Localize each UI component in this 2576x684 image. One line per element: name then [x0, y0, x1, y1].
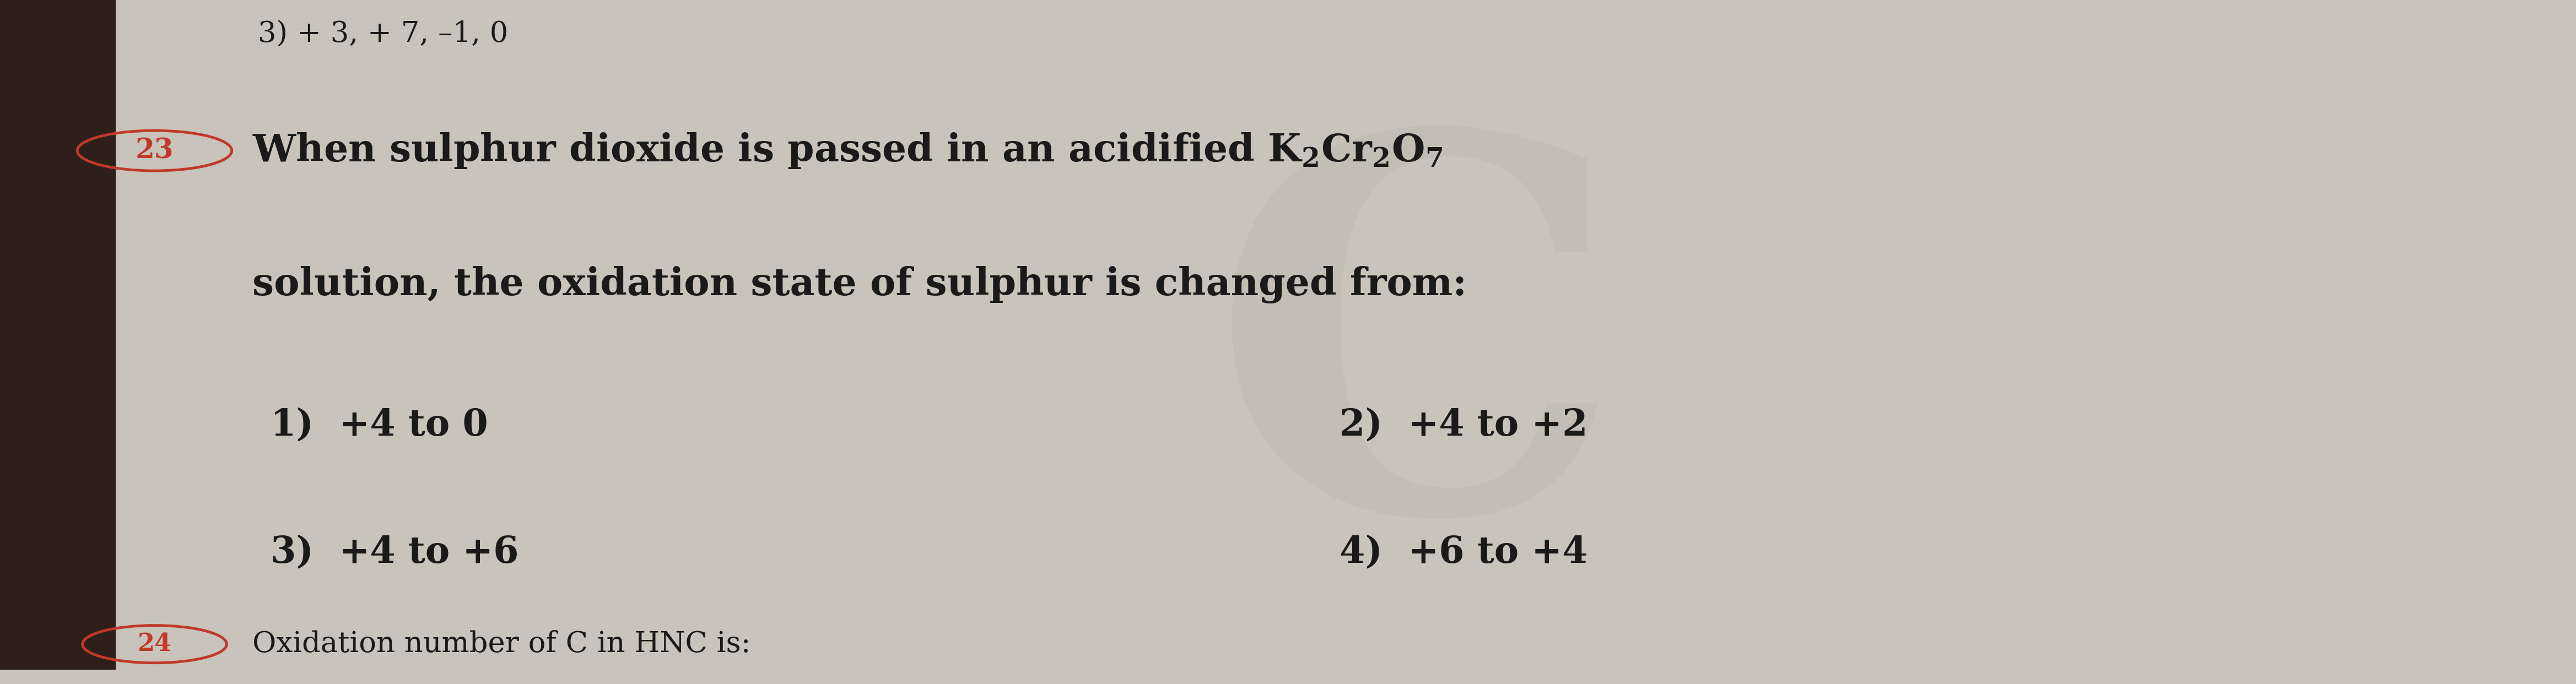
- Text: Oxidation number of C in HNC is:: Oxidation number of C in HNC is:: [252, 630, 750, 658]
- Text: 24: 24: [137, 632, 173, 656]
- Text: 3) + 3, + 7, –1, 0: 3) + 3, + 7, –1, 0: [258, 20, 507, 48]
- Text: When sulphur dioxide is passed in an acidified $\mathregular{K_2Cr_2O_7}$: When sulphur dioxide is passed in an aci…: [252, 131, 1443, 170]
- Text: C: C: [1211, 117, 1623, 620]
- Text: 4)  +6 to +4: 4) +6 to +4: [1340, 534, 1587, 570]
- Text: solution, the oxidation state of sulphur is changed from:: solution, the oxidation state of sulphur…: [252, 266, 1466, 303]
- Text: 23: 23: [137, 137, 173, 164]
- Text: 3)  +4 to +6: 3) +4 to +6: [270, 534, 518, 570]
- Text: 2)  +4 to +2: 2) +4 to +2: [1340, 407, 1587, 443]
- Text: 1)  +4 to 0: 1) +4 to 0: [270, 407, 487, 443]
- FancyBboxPatch shape: [0, 0, 116, 670]
